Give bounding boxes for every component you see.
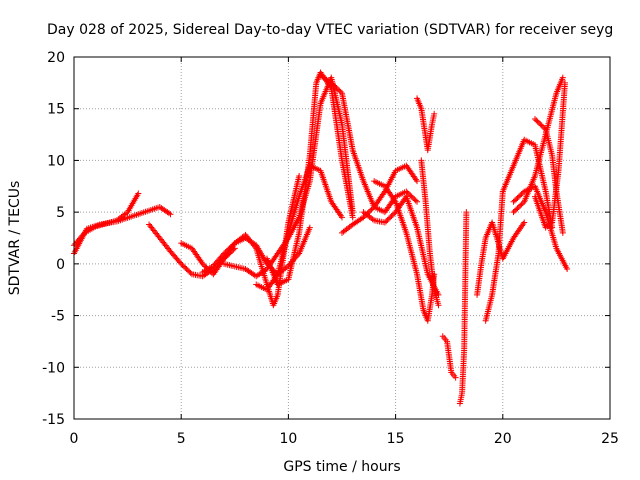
point-markers <box>360 193 442 298</box>
y-axis-label: SDTVAR / TECUs <box>7 181 23 296</box>
series-track-14 <box>418 157 442 309</box>
point-markers <box>531 116 566 236</box>
series-track-20 <box>510 183 571 273</box>
data-points <box>71 69 571 407</box>
series-track-22 <box>531 116 566 236</box>
x-tick-label: 20 <box>494 431 512 447</box>
point-markers <box>474 219 528 298</box>
point-markers <box>317 72 421 216</box>
x-tick-label: 25 <box>601 431 619 447</box>
series-track-11 <box>360 193 442 298</box>
series-track-17 <box>474 219 528 298</box>
y-tick-label: -15 <box>42 412 65 428</box>
point-markers <box>414 95 438 154</box>
series-track-21 <box>531 79 568 231</box>
point-markers <box>371 178 438 324</box>
series-track-18 <box>482 136 556 324</box>
y-tick-label: 15 <box>47 102 65 118</box>
x-tick-label: 15 <box>387 431 405 447</box>
y-tick-label: 20 <box>47 50 65 66</box>
point-markers <box>253 162 345 293</box>
x-axis-label: GPS time / hours <box>283 459 400 475</box>
y-tick-label: -10 <box>42 360 65 376</box>
y-axis-ticks: -15 -10 -5 0 5 10 15 20 <box>42 50 610 428</box>
point-markers <box>482 136 556 324</box>
series-track-13 <box>414 95 438 154</box>
x-tick-label: 0 <box>70 431 79 447</box>
point-markers <box>418 157 442 309</box>
x-axis-ticks: 0 5 10 15 20 25 <box>70 57 619 447</box>
series-track-09 <box>317 72 421 216</box>
x-tick-label: 10 <box>279 431 297 447</box>
y-tick-label: -5 <box>51 309 65 325</box>
point-markers <box>439 333 459 381</box>
series-track-08 <box>253 162 345 293</box>
y-tick-label: 5 <box>56 205 65 221</box>
series-track-15 <box>439 333 459 381</box>
point-markers <box>456 209 470 407</box>
series-track-16 <box>456 209 470 407</box>
point-markers <box>510 74 566 216</box>
series-track-12 <box>371 178 438 324</box>
series-track-19 <box>510 74 566 216</box>
point-markers <box>531 79 568 231</box>
plot-frame <box>73 56 611 420</box>
y-tick-label: 10 <box>47 153 65 169</box>
x-tick-label: 5 <box>177 431 186 447</box>
y-tick-label: 0 <box>56 257 65 273</box>
point-markers <box>510 183 571 273</box>
chart-title: Day 028 of 2025, Sidereal Day-to-day VTE… <box>47 22 613 38</box>
